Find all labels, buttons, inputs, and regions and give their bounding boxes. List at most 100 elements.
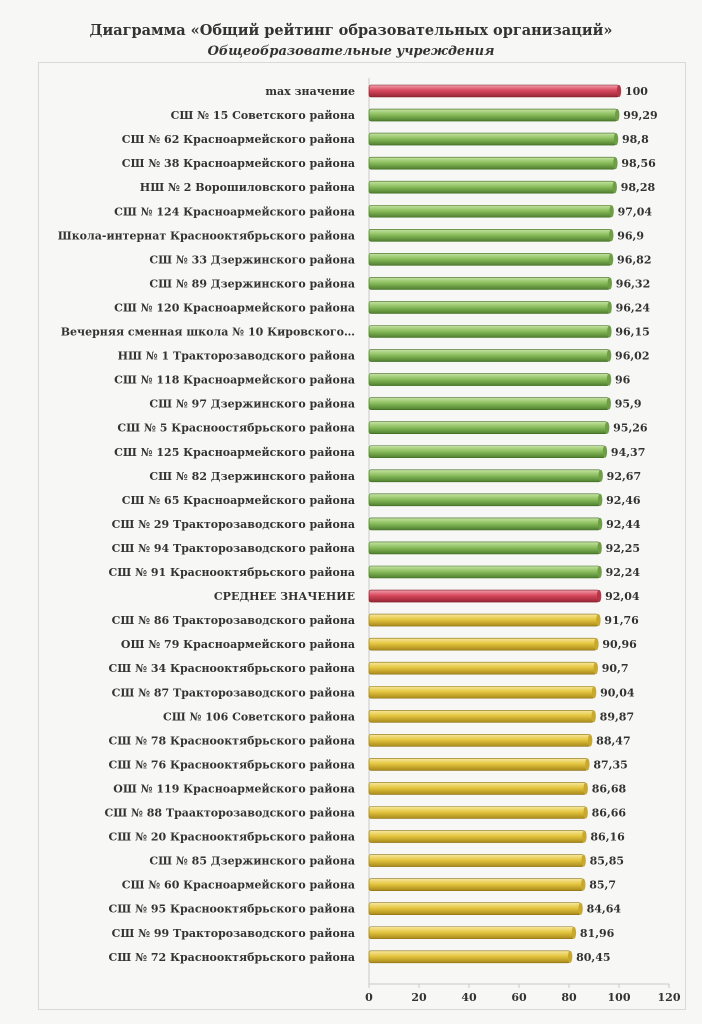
value-label: 96,82 [617,253,651,266]
value-label: 85,85 [590,855,624,868]
chart-frame [38,62,686,1010]
bar [368,613,599,627]
bar [368,156,616,170]
value-label: 92,25 [606,542,640,555]
category-label: СШ № 97 Дзержинского района [149,398,355,411]
bar [368,277,611,290]
value-label: 90,7 [602,662,629,675]
category-label: СШ № 88 Траакторозаводского района [104,807,355,820]
category-label: СШ № 15 Советского района [171,109,355,122]
category-label: СШ № 33 Дзержинского района [149,253,355,266]
value-label: 96,15 [615,326,649,339]
bar [368,637,597,651]
category-label: СШ № 95 Краснооктябрьского района [109,903,355,916]
category-label: ОШ № 119 Красноармейского района [113,782,355,795]
labels-layer: max значение 100 СШ № 15 Советского района… [58,85,658,964]
value-label: 92,04 [605,590,640,603]
bar-end-cap [608,253,614,266]
value-label: 90,96 [602,638,637,651]
bar [368,541,600,555]
bar [368,854,584,867]
bar-end-cap [583,806,588,819]
bar [368,301,610,314]
bar [368,950,571,964]
bar [368,734,591,747]
category-label: СШ № 124 Красноармейского района [114,205,355,218]
category-label: СШ № 86 Тракторозаводского района [112,614,355,627]
bar-end-cap [597,493,603,506]
value-label: 86,16 [590,831,625,844]
bar-end-cap [609,205,614,218]
category-label: НШ № 2 Ворошиловского района [140,181,355,194]
bar-end-cap [597,541,602,554]
bar [368,830,585,843]
x-tick-label: 0 [365,991,373,1004]
bar-end-cap [591,710,596,723]
value-label: 97,04 [618,205,653,218]
value-label: 84,64 [587,903,622,916]
bar [368,709,594,723]
bar-end-cap [583,782,588,795]
category-label: СШ № 60 Красноармейского района [122,879,355,892]
bar-end-cap [596,590,602,603]
value-label: 80,45 [576,951,610,964]
value-label: 99,29 [623,109,657,122]
chart-subtitle: Общеобразовательные учреждения [207,44,495,59]
value-label: 85,7 [589,879,616,892]
value-label: 98,28 [621,181,656,194]
category-label: НШ № 1 Тракторозаводского района [118,350,355,363]
category-label: Вечерняя сменная школа № 10 Кировского… [61,326,355,339]
category-label: СШ № 38 Красноармейского района [122,157,355,170]
category-label: СШ № 87 Тракторозаводского района [112,686,355,699]
bar [368,349,610,362]
bar-end-cap [591,686,597,699]
value-label: 88,47 [596,734,630,747]
category-label: СШ № 72 Краснооктябрьского района [109,951,355,964]
bar-end-cap [606,397,611,410]
bar [368,180,615,194]
bar [368,325,610,338]
value-label: 96,9 [617,229,644,242]
category-label: СРЕДНЕЕ ЗНАЧЕНИЕ [214,590,355,603]
category-label: СШ № 120 Красноармейского района [114,301,355,314]
category-label: СШ № 78 Краснооктябрьского района [109,734,355,747]
bar-end-cap [593,662,598,675]
category-label: СШ № 34 Краснооктябрьского района [109,662,355,675]
bar-end-cap [597,517,603,530]
bar [368,204,612,218]
value-label: 98,8 [622,133,649,146]
value-label: 81,96 [580,927,615,940]
bar [368,469,601,483]
bar [368,517,601,531]
bar-end-cap [587,734,593,747]
value-label: 95,9 [615,398,642,411]
x-tick-label: 100 [608,991,631,1004]
bar-end-cap [578,902,583,915]
bar-end-cap [594,638,599,651]
bar [368,902,581,916]
category-label: СШ № 65 Красноармейского района [122,494,355,507]
value-label: 87,35 [593,758,627,771]
category-label: СШ № 89 Дзержинского района [149,277,355,290]
bar-end-cap [606,349,612,362]
bar [368,397,610,410]
bar-end-cap [585,758,590,771]
x-tick-label: 40 [461,991,477,1004]
value-label: 91,76 [604,614,639,627]
bar [368,445,606,459]
chart-title: Диаграмма «Общий рейтинг образовательных… [89,22,613,39]
bar [368,661,597,675]
bar-end-cap [571,926,577,939]
value-label: 86,68 [592,782,627,795]
value-label: 92,24 [606,566,641,579]
bar [368,229,612,242]
bar [368,421,608,435]
value-label: 100 [625,85,648,98]
bar [368,758,588,771]
category-label: СШ № 94 Тракторозаводского района [112,542,355,555]
bar-end-cap [615,109,620,122]
bar-end-cap [597,566,602,578]
bar-end-cap [607,301,612,314]
category-label: max значение [265,85,355,98]
